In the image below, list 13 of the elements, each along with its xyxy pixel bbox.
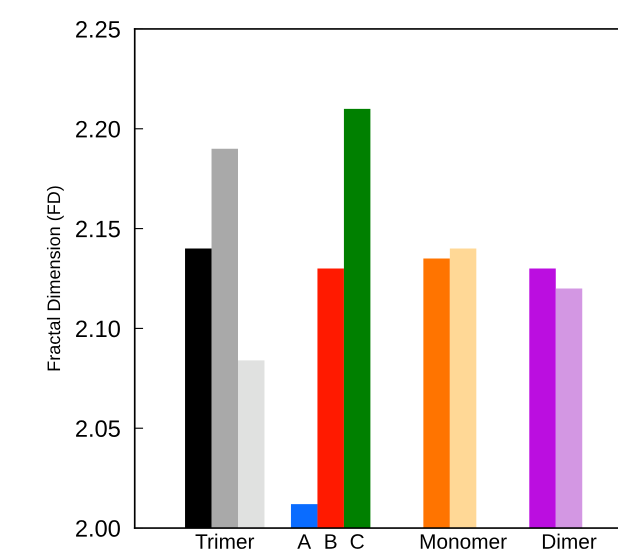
x-tick-label: C — [350, 534, 364, 549]
y-axis-title: Fractal Dimension (FD) — [46, 186, 64, 370]
y-tick-label: 2.15 — [76, 220, 120, 238]
x-tick-label: Dimer — [542, 534, 596, 549]
y-tick-label: 2.10 — [76, 320, 120, 338]
y-tick-label: 2.20 — [76, 120, 120, 138]
x-tick-label: Trimer — [196, 534, 254, 549]
y-tick-label: 2.25 — [76, 21, 120, 38]
x-tick-label: B — [325, 534, 337, 549]
y-tick-label: 2.00 — [76, 520, 120, 537]
x-tick-label: Monomer — [420, 534, 507, 549]
y-tick-label: 2.05 — [76, 420, 120, 438]
x-tick-label: A — [297, 534, 312, 549]
